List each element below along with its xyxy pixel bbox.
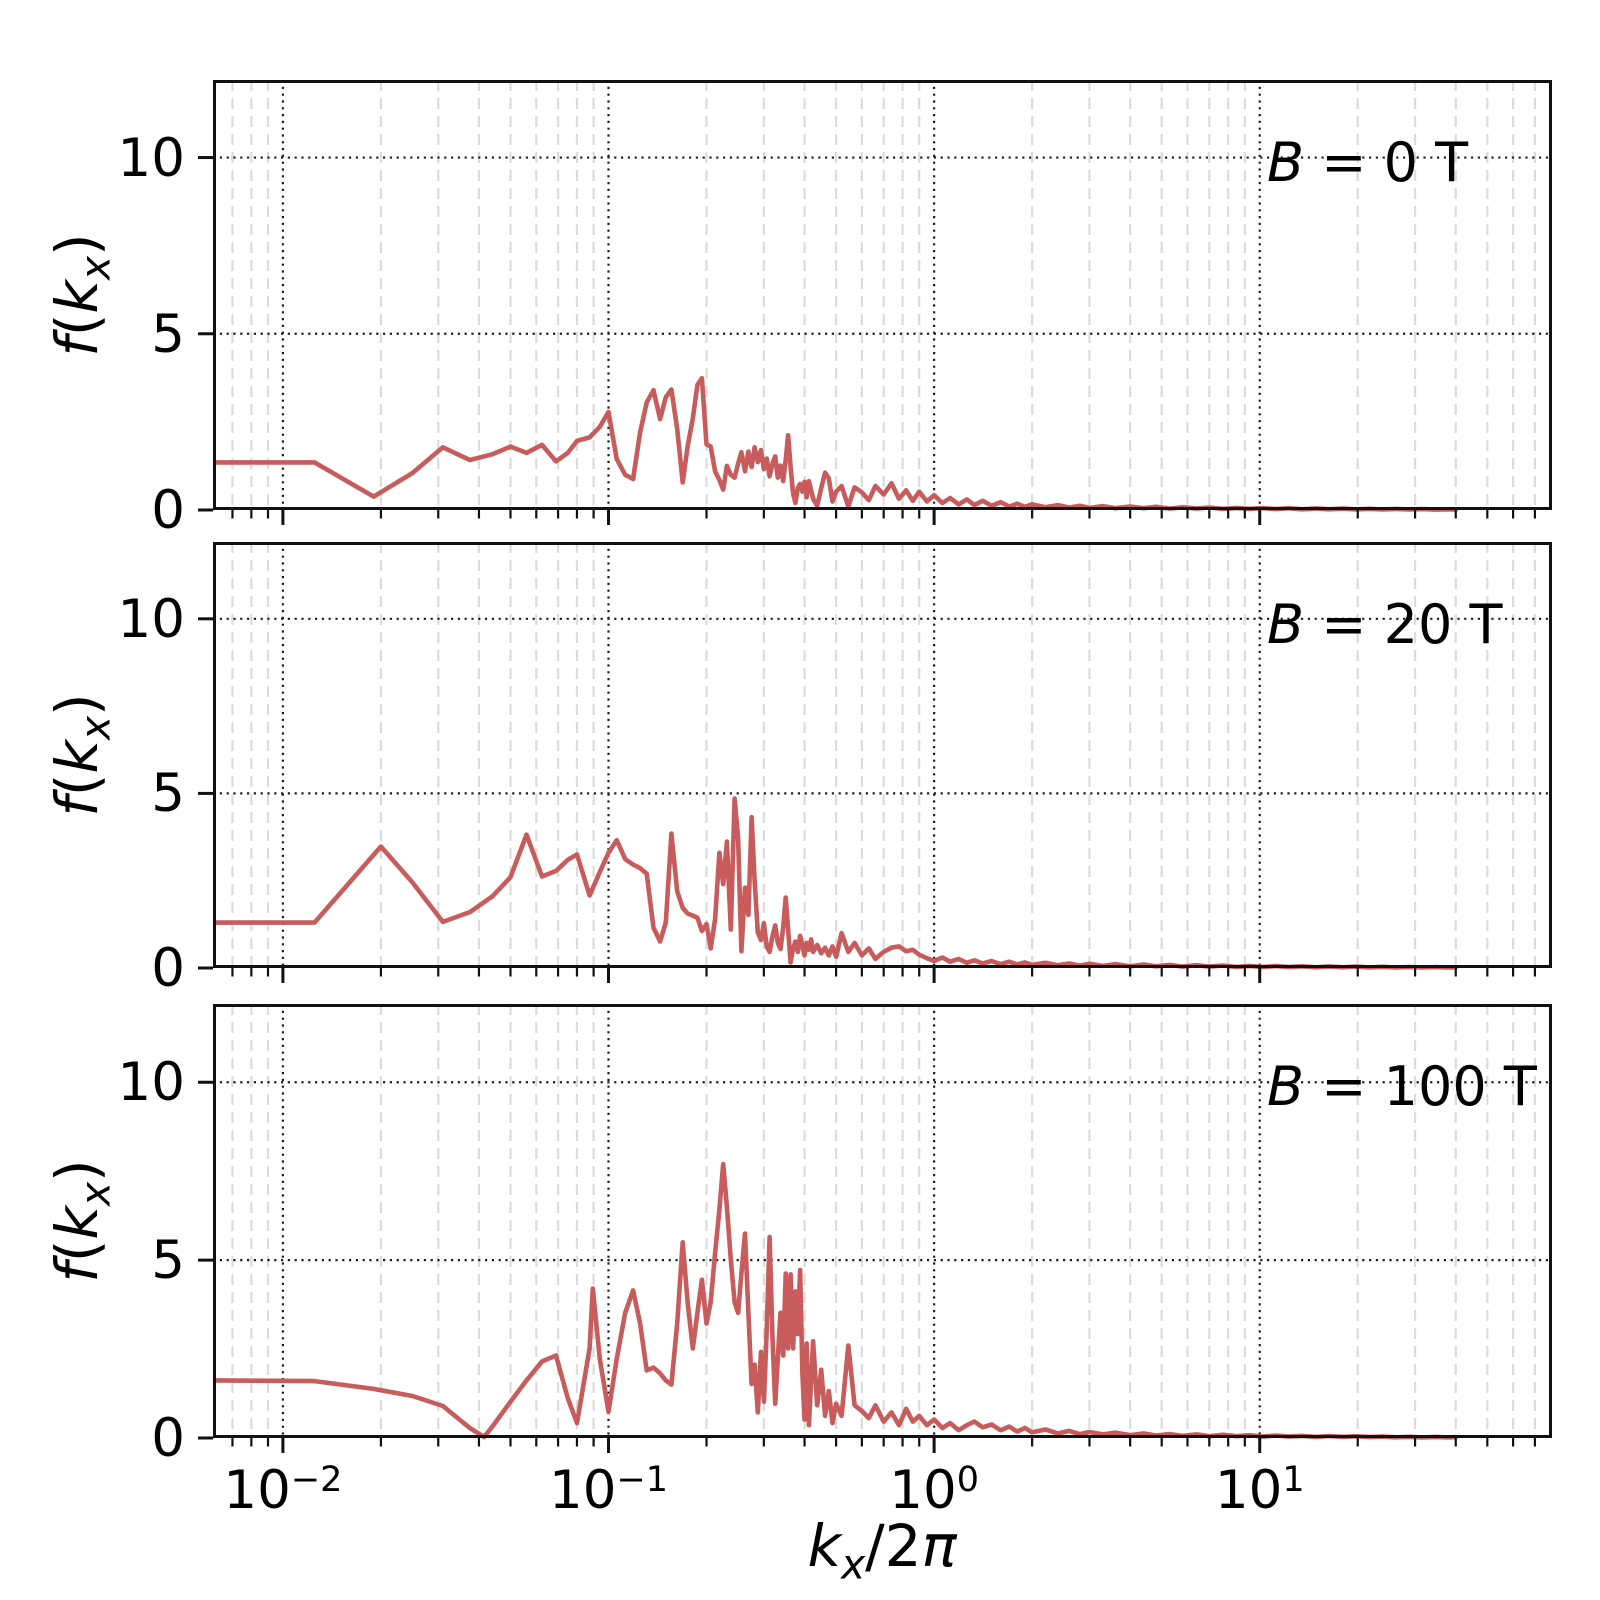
- y-tick-label: 5: [151, 1230, 185, 1292]
- x-tick-label: 101: [1214, 1459, 1305, 1521]
- annotation-b-100t: B = 100 T: [1267, 1055, 1537, 1118]
- x-tick-label: 100: [889, 1459, 979, 1521]
- panel-b-0t: f(kx) B = 0 T 0 5 10: [43, 80, 1552, 537]
- x-axis-label: kx/2π: [807, 1512, 957, 1589]
- axes-spines: [213, 542, 1552, 968]
- x-tick-label: 10−2: [223, 1459, 343, 1521]
- axes-spines: [213, 1004, 1552, 1438]
- annotation-b-20t: B = 20 T: [1267, 593, 1503, 656]
- y-tick-label: 0: [151, 1408, 185, 1469]
- plot-area-b-20t: [198, 542, 1552, 983]
- y-tick-label: 0: [151, 938, 185, 999]
- y-tick-label: 5: [151, 303, 185, 365]
- series-line: [213, 1161, 1459, 1440]
- axes-spines: [213, 80, 1552, 510]
- y-tick-label: 10: [117, 588, 185, 650]
- panel-b-100t: f(kx) B = 100 T 0 5 10 10−2 10−1 100 101: [43, 1004, 1552, 1517]
- panel-b-20t: f(kx) B = 20 T 0 5 10: [43, 542, 1552, 995]
- y-tick-label: 10: [117, 1052, 185, 1114]
- y-tick-label: 10: [117, 127, 185, 189]
- annotation-b-0t: B = 0 T: [1267, 131, 1469, 194]
- plot-area-b-100t: [198, 1004, 1552, 1453]
- y-tick-label: 5: [151, 763, 185, 825]
- x-tick-label: 10−1: [548, 1459, 669, 1521]
- y-tick-label: 0: [151, 480, 185, 541]
- plot-area-b-0t: [198, 80, 1552, 525]
- series-line: [213, 796, 1459, 970]
